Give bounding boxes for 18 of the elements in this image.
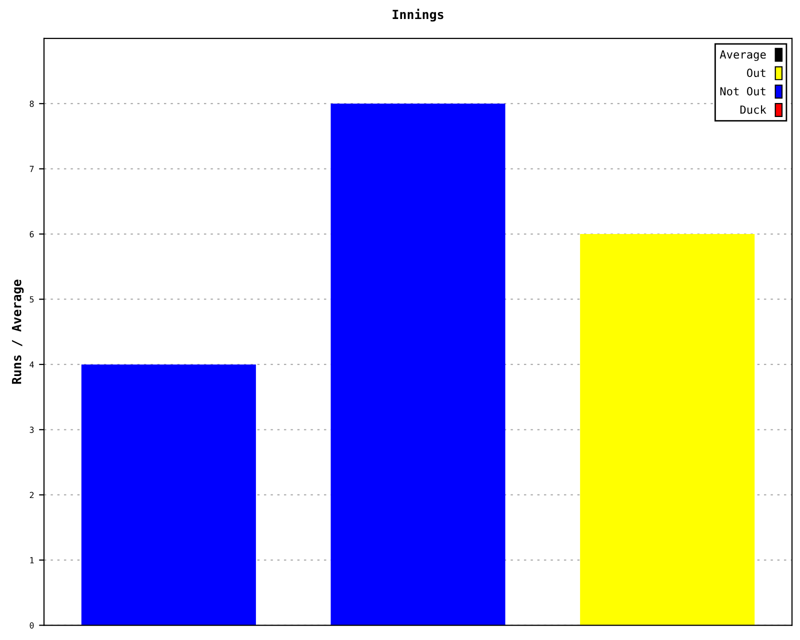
y-tick-label: 7 (30, 166, 34, 172)
y-tick-label: 6 (30, 231, 34, 238)
y-tick-label: 3 (30, 426, 34, 433)
y-tick-label: 8 (30, 100, 34, 107)
legend-label: Not Out (720, 87, 766, 96)
legend-label: Out (747, 68, 766, 78)
y-tick-label: 1 (30, 557, 34, 564)
legend-label: Average (720, 50, 766, 61)
bar (580, 234, 755, 626)
y-tick-label: 2 (30, 492, 34, 498)
legend-label: Duck (740, 105, 766, 114)
y-tick-label: 0 (30, 622, 34, 629)
chart-title: Innings (392, 8, 444, 22)
y-axis-title: Runs / Average (12, 280, 24, 384)
bar (81, 364, 256, 626)
y-tick-label: 4 (30, 362, 34, 368)
bar (330, 104, 506, 626)
y-tick-label: 5 (30, 296, 34, 303)
